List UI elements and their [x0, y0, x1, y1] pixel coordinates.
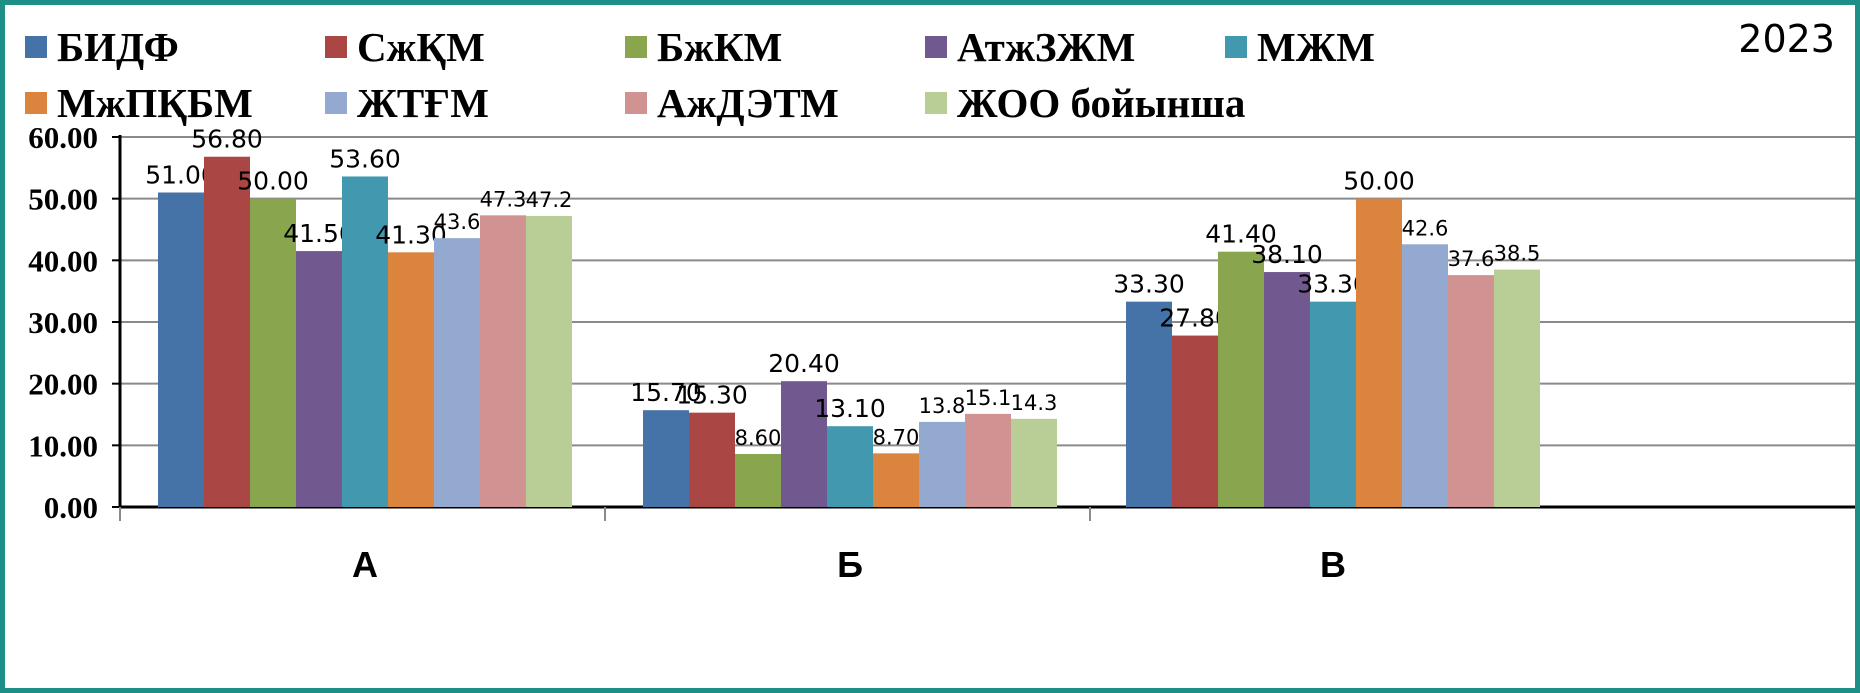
legend-label: МЖМ: [1257, 24, 1375, 70]
chart-title: 2023: [1738, 17, 1835, 61]
data-label: 50.00: [237, 167, 309, 196]
x-tick-label: Б: [837, 544, 863, 585]
bar: [296, 251, 342, 507]
bar: [250, 198, 296, 507]
legend-item: БИДФ: [25, 24, 179, 70]
legend-label: БИДФ: [57, 24, 179, 70]
legend-swatch: [925, 92, 947, 114]
chart-plot: 0.0010.0020.0030.0040.0050.0060.0051.005…: [28, 120, 1855, 585]
bar: [1264, 272, 1310, 507]
data-label: 20.40: [768, 349, 840, 378]
bar: [873, 453, 919, 507]
data-label: 15.30: [676, 381, 748, 410]
bar: [388, 252, 434, 507]
legend-item: ЖОО бойынша: [925, 80, 1245, 126]
data-label: 42.6: [1402, 216, 1449, 240]
legend-item: АжДЭТМ: [625, 80, 839, 126]
data-label: 37.6: [1448, 247, 1495, 271]
y-tick-label: 60.00: [28, 120, 98, 155]
legend-swatch: [625, 92, 647, 114]
x-tick-label: А: [352, 544, 378, 585]
legend-label: АтжЗЖМ: [957, 24, 1136, 70]
bar: [480, 215, 526, 508]
legend-item: ЖТҒМ: [325, 80, 489, 126]
data-label: 56.80: [191, 125, 263, 154]
data-label: 14.3: [1011, 391, 1058, 415]
data-label: 47.2: [526, 188, 573, 212]
data-label: 38.10: [1251, 240, 1323, 269]
bar: [1356, 198, 1402, 507]
data-label: 8.60: [735, 426, 782, 450]
y-tick-label: 30.00: [28, 305, 98, 340]
bar: [526, 215, 572, 507]
legend-swatch: [1225, 36, 1247, 58]
bar: [342, 176, 388, 507]
bar: [1494, 269, 1540, 507]
bar: [965, 413, 1011, 507]
legend-item: СжҚМ: [325, 24, 485, 70]
legend-item: МЖМ: [1225, 24, 1375, 70]
y-tick-label: 0.00: [44, 490, 98, 525]
data-label: 13.10: [814, 394, 886, 423]
legend-item: АтжЗЖМ: [925, 24, 1135, 70]
legend-swatch: [25, 92, 47, 114]
legend-item: МжПҚБМ: [25, 80, 253, 126]
legend-label: МжПҚБМ: [57, 80, 253, 126]
legend-label: СжҚМ: [357, 24, 485, 70]
y-tick-label: 10.00: [28, 428, 98, 463]
x-tick-label: В: [1320, 544, 1346, 585]
legend-swatch: [325, 36, 347, 58]
bar: [735, 453, 781, 507]
bar: [1172, 335, 1218, 507]
bar: [827, 426, 873, 507]
data-label: 53.60: [329, 144, 401, 173]
y-tick-label: 50.00: [28, 182, 98, 217]
legend-swatch: [325, 92, 347, 114]
bar: [158, 192, 204, 507]
bar: [1310, 301, 1356, 507]
legend-item: БжКМ: [625, 24, 782, 70]
legend-label: АжДЭТМ: [657, 80, 839, 126]
legend-swatch: [925, 36, 947, 58]
legend-label: ЖОО бойынша: [957, 80, 1246, 126]
data-label: 15.70: [630, 378, 702, 407]
data-label: 43.6: [434, 210, 481, 234]
legend-swatch: [25, 36, 47, 58]
bar: [1448, 275, 1494, 507]
data-label: 41.40: [1205, 220, 1277, 249]
bar: [1126, 301, 1172, 507]
bar: [643, 410, 689, 507]
bar: [1218, 251, 1264, 507]
legend-label: ЖТҒМ: [357, 80, 489, 126]
legend-label: БжКМ: [657, 24, 783, 70]
bar: [781, 381, 827, 507]
y-tick-label: 20.00: [28, 367, 98, 402]
data-label: 38.5: [1494, 242, 1541, 266]
bar: [689, 412, 735, 507]
data-label: 47.3: [480, 187, 527, 211]
data-label: 50.00: [1343, 167, 1415, 196]
data-label: 13.8: [919, 394, 966, 418]
data-label: 8.70: [873, 425, 920, 449]
legend-swatch: [625, 36, 647, 58]
legend: БИДФ СжҚМ БжКМ АтжЗЖМ МЖМ МжПҚБМ ЖТҒМ АжДЭТМ ЖОО…: [25, 23, 1525, 143]
bar: [1011, 418, 1057, 507]
data-label: 33.30: [1113, 270, 1185, 299]
bar: [919, 421, 965, 507]
bar: [1402, 244, 1448, 508]
bar: [204, 156, 250, 507]
y-tick-label: 40.00: [28, 243, 98, 278]
bar: [434, 238, 480, 507]
data-label: 15.1: [965, 386, 1012, 410]
